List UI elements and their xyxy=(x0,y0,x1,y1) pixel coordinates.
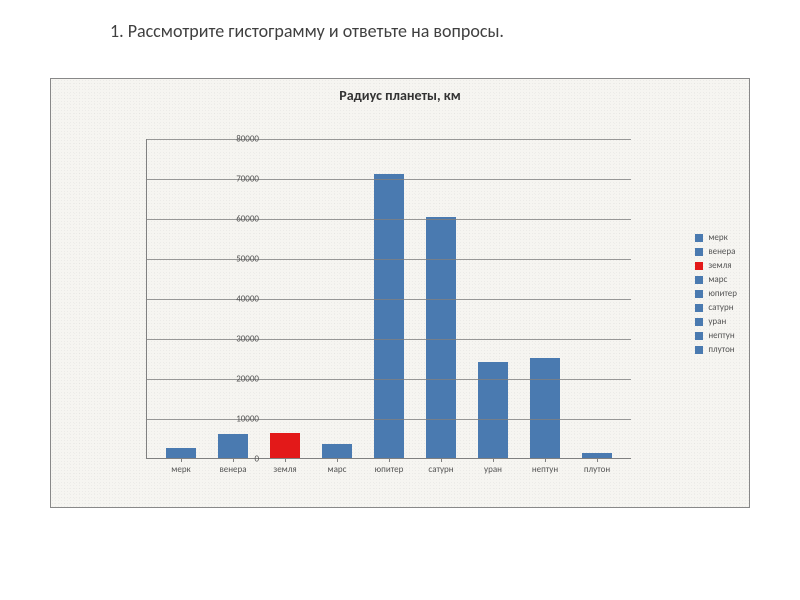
legend-item: земля xyxy=(695,260,737,271)
legend-item: уран xyxy=(695,316,737,327)
legend-swatch xyxy=(695,332,703,340)
y-tick-label: 80000 xyxy=(199,134,259,145)
y-tick-label: 50000 xyxy=(199,254,259,265)
x-tick-label: плутон xyxy=(584,464,610,475)
y-tick-label: 20000 xyxy=(199,374,259,385)
legend: мерк венера земля марс юпитер сатурн уран непту… xyxy=(695,229,737,358)
x-tick-label: мерк xyxy=(171,464,190,475)
legend-item: плутон xyxy=(695,344,737,355)
x-tick xyxy=(337,458,338,462)
legend-label: марс xyxy=(708,274,727,285)
x-tick xyxy=(441,458,442,462)
legend-item: мерк xyxy=(695,232,737,243)
x-tick xyxy=(493,458,494,462)
task-heading: 1. Рассмотрите гистограмму и ответьте на… xyxy=(110,20,610,43)
legend-label: мерк xyxy=(708,232,727,243)
bar xyxy=(530,358,559,458)
legend-label: уран xyxy=(708,316,726,327)
y-tick-label: 0 xyxy=(199,454,259,465)
legend-swatch xyxy=(695,262,703,270)
legend-swatch xyxy=(695,234,703,242)
legend-item: сатурн xyxy=(695,302,737,313)
legend-item: марс xyxy=(695,274,737,285)
bar xyxy=(426,217,455,458)
legend-swatch xyxy=(695,318,703,326)
legend-item: венера xyxy=(695,246,737,257)
x-tick xyxy=(389,458,390,462)
legend-swatch xyxy=(695,346,703,354)
x-tick-label: юпитер xyxy=(375,464,404,475)
x-tick-label: венера xyxy=(219,464,246,475)
bar xyxy=(270,433,299,458)
legend-swatch xyxy=(695,248,703,256)
legend-item: юпитер xyxy=(695,288,737,299)
bar xyxy=(374,174,403,458)
y-tick-label: 30000 xyxy=(199,334,259,345)
legend-label: нептун xyxy=(708,330,734,341)
legend-label: юпитер xyxy=(708,288,737,299)
x-tick xyxy=(597,458,598,462)
y-tick-label: 40000 xyxy=(199,294,259,305)
x-tick-label: марс xyxy=(328,464,347,475)
x-tick xyxy=(285,458,286,462)
chart-container: Радиус планеты, км мерк венера земля марс юп… xyxy=(50,78,750,508)
y-tick-label: 60000 xyxy=(199,214,259,225)
legend-label: венера xyxy=(708,246,735,257)
x-tick-label: уран xyxy=(484,464,502,475)
bar xyxy=(322,444,351,458)
bar xyxy=(166,448,195,458)
legend-swatch xyxy=(695,290,703,298)
x-tick xyxy=(181,458,182,462)
legend-item: нептун xyxy=(695,330,737,341)
x-tick-label: сатурн xyxy=(428,464,453,475)
y-tick-label: 10000 xyxy=(199,414,259,425)
legend-swatch xyxy=(695,304,703,312)
x-tick-label: земля xyxy=(273,464,296,475)
chart-title: Радиус планеты, км xyxy=(51,87,749,104)
legend-label: плутон xyxy=(708,344,734,355)
legend-label: земля xyxy=(708,260,731,271)
x-tick xyxy=(545,458,546,462)
legend-label: сатурн xyxy=(708,302,733,313)
x-tick-label: нептун xyxy=(532,464,558,475)
legend-swatch xyxy=(695,276,703,284)
y-tick-label: 70000 xyxy=(199,174,259,185)
bar xyxy=(478,362,507,458)
